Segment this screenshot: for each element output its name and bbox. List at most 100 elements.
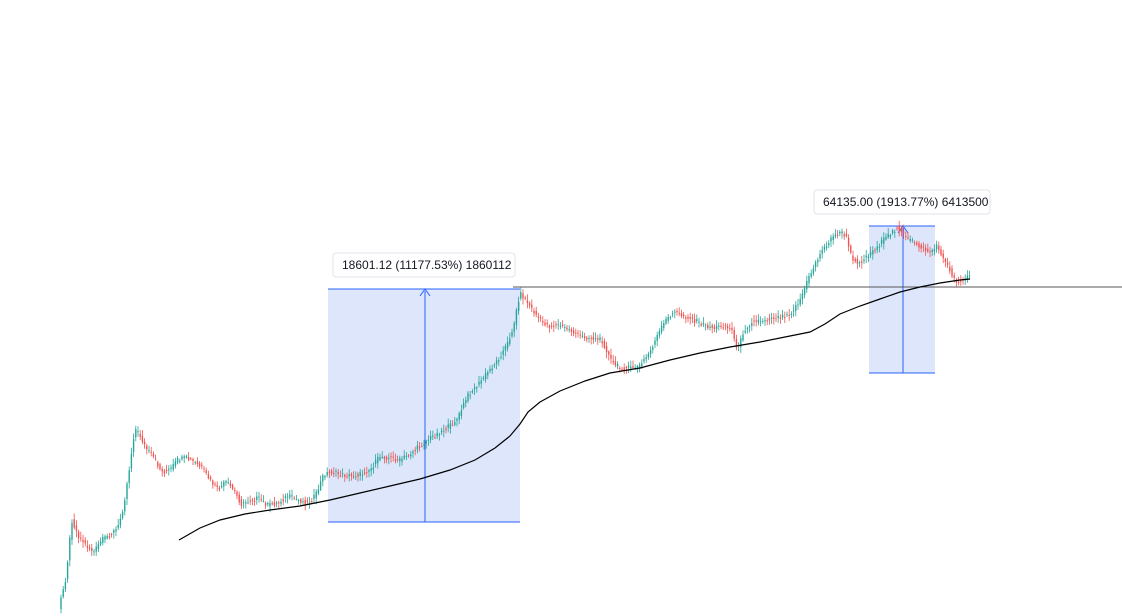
candle-body bbox=[944, 259, 947, 262]
candle-body bbox=[665, 318, 667, 324]
candle-body bbox=[889, 235, 892, 237]
candle-body bbox=[317, 489, 320, 494]
candle-body bbox=[484, 373, 487, 380]
candle-body bbox=[467, 392, 469, 402]
candle-body bbox=[154, 458, 157, 460]
candle-body bbox=[566, 327, 568, 330]
candle-body bbox=[909, 238, 911, 241]
candle-body bbox=[403, 455, 405, 459]
candle-body bbox=[128, 470, 130, 483]
candle-body bbox=[907, 237, 909, 239]
candle-body bbox=[113, 530, 115, 533]
candle-body bbox=[392, 456, 394, 458]
candle-body bbox=[238, 494, 240, 503]
candle-body bbox=[245, 502, 247, 504]
candle-body bbox=[506, 341, 509, 349]
candle-body bbox=[845, 233, 848, 237]
candle-body bbox=[597, 338, 599, 341]
candle-body bbox=[328, 471, 331, 473]
candle-body bbox=[84, 540, 86, 544]
candle-body bbox=[630, 366, 632, 369]
candle-body bbox=[942, 253, 944, 259]
candle-body bbox=[102, 536, 104, 543]
candle-body bbox=[482, 378, 485, 380]
candle-body bbox=[577, 332, 579, 334]
candle-body bbox=[955, 280, 958, 283]
candle-body bbox=[363, 472, 366, 474]
candle-body bbox=[119, 518, 122, 526]
candle-body bbox=[143, 441, 146, 445]
candle-body bbox=[643, 359, 645, 362]
candle-body bbox=[702, 323, 705, 325]
candle-body bbox=[557, 324, 559, 326]
candle-body bbox=[456, 418, 458, 421]
candle-body bbox=[707, 324, 709, 329]
candle-body bbox=[790, 314, 793, 315]
candle-body bbox=[537, 316, 540, 318]
candle-body bbox=[258, 496, 260, 498]
candle-body bbox=[583, 336, 586, 339]
candle-body bbox=[766, 320, 768, 322]
candle-body bbox=[568, 329, 570, 331]
candle-body bbox=[91, 548, 93, 551]
candle-body bbox=[830, 237, 832, 242]
candle-body bbox=[711, 325, 713, 328]
moving-average-line bbox=[178, 278, 971, 541]
candle-body bbox=[847, 237, 850, 247]
candle-body bbox=[931, 250, 933, 252]
candle-body bbox=[104, 536, 106, 540]
candle-body bbox=[399, 457, 401, 461]
candle-body bbox=[161, 468, 163, 472]
candle-body bbox=[911, 239, 914, 241]
candle-body bbox=[641, 363, 643, 366]
candle-body bbox=[535, 310, 537, 315]
candle-body bbox=[647, 353, 650, 358]
candle-body bbox=[218, 487, 221, 490]
candle-body bbox=[273, 502, 276, 506]
candle-body bbox=[575, 332, 577, 334]
candle-body bbox=[929, 251, 931, 253]
candle-body bbox=[432, 435, 434, 437]
candle-body bbox=[509, 338, 511, 344]
candle-body bbox=[121, 512, 124, 518]
candle-body bbox=[905, 236, 907, 238]
candle-body bbox=[73, 519, 75, 528]
candle-body bbox=[110, 533, 113, 535]
candle-body bbox=[819, 254, 821, 259]
candle-body bbox=[735, 338, 738, 348]
candle-body bbox=[586, 337, 588, 340]
candle-body bbox=[938, 245, 940, 250]
candle-body bbox=[487, 372, 489, 376]
candle-body bbox=[649, 350, 652, 355]
candle-body bbox=[401, 458, 403, 462]
candle-body bbox=[594, 338, 597, 340]
candle-body bbox=[319, 481, 322, 490]
candle-body bbox=[561, 324, 564, 326]
candle-body bbox=[533, 310, 535, 314]
candle-body bbox=[390, 456, 392, 458]
candle-body bbox=[658, 331, 661, 336]
candle-body bbox=[293, 497, 295, 499]
candle-body bbox=[779, 317, 782, 319]
candle-body bbox=[773, 317, 775, 319]
candle-body bbox=[689, 317, 691, 319]
candle-body bbox=[544, 322, 546, 326]
candle-body bbox=[99, 541, 102, 545]
candle-body bbox=[460, 410, 463, 416]
candle-body bbox=[194, 462, 196, 464]
candle-body bbox=[478, 381, 480, 385]
candle-body bbox=[225, 481, 227, 483]
candle-body bbox=[152, 453, 155, 457]
candle-body bbox=[295, 499, 298, 501]
candle-body bbox=[396, 459, 399, 461]
candle-body bbox=[185, 456, 188, 458]
candle-body bbox=[922, 246, 925, 248]
candle-body bbox=[176, 458, 179, 463]
candle-body bbox=[368, 470, 370, 472]
candle-body bbox=[546, 322, 548, 325]
candle-body bbox=[372, 467, 375, 470]
candle-body bbox=[746, 328, 749, 329]
candle-body bbox=[256, 496, 258, 500]
candle-body bbox=[267, 502, 269, 505]
